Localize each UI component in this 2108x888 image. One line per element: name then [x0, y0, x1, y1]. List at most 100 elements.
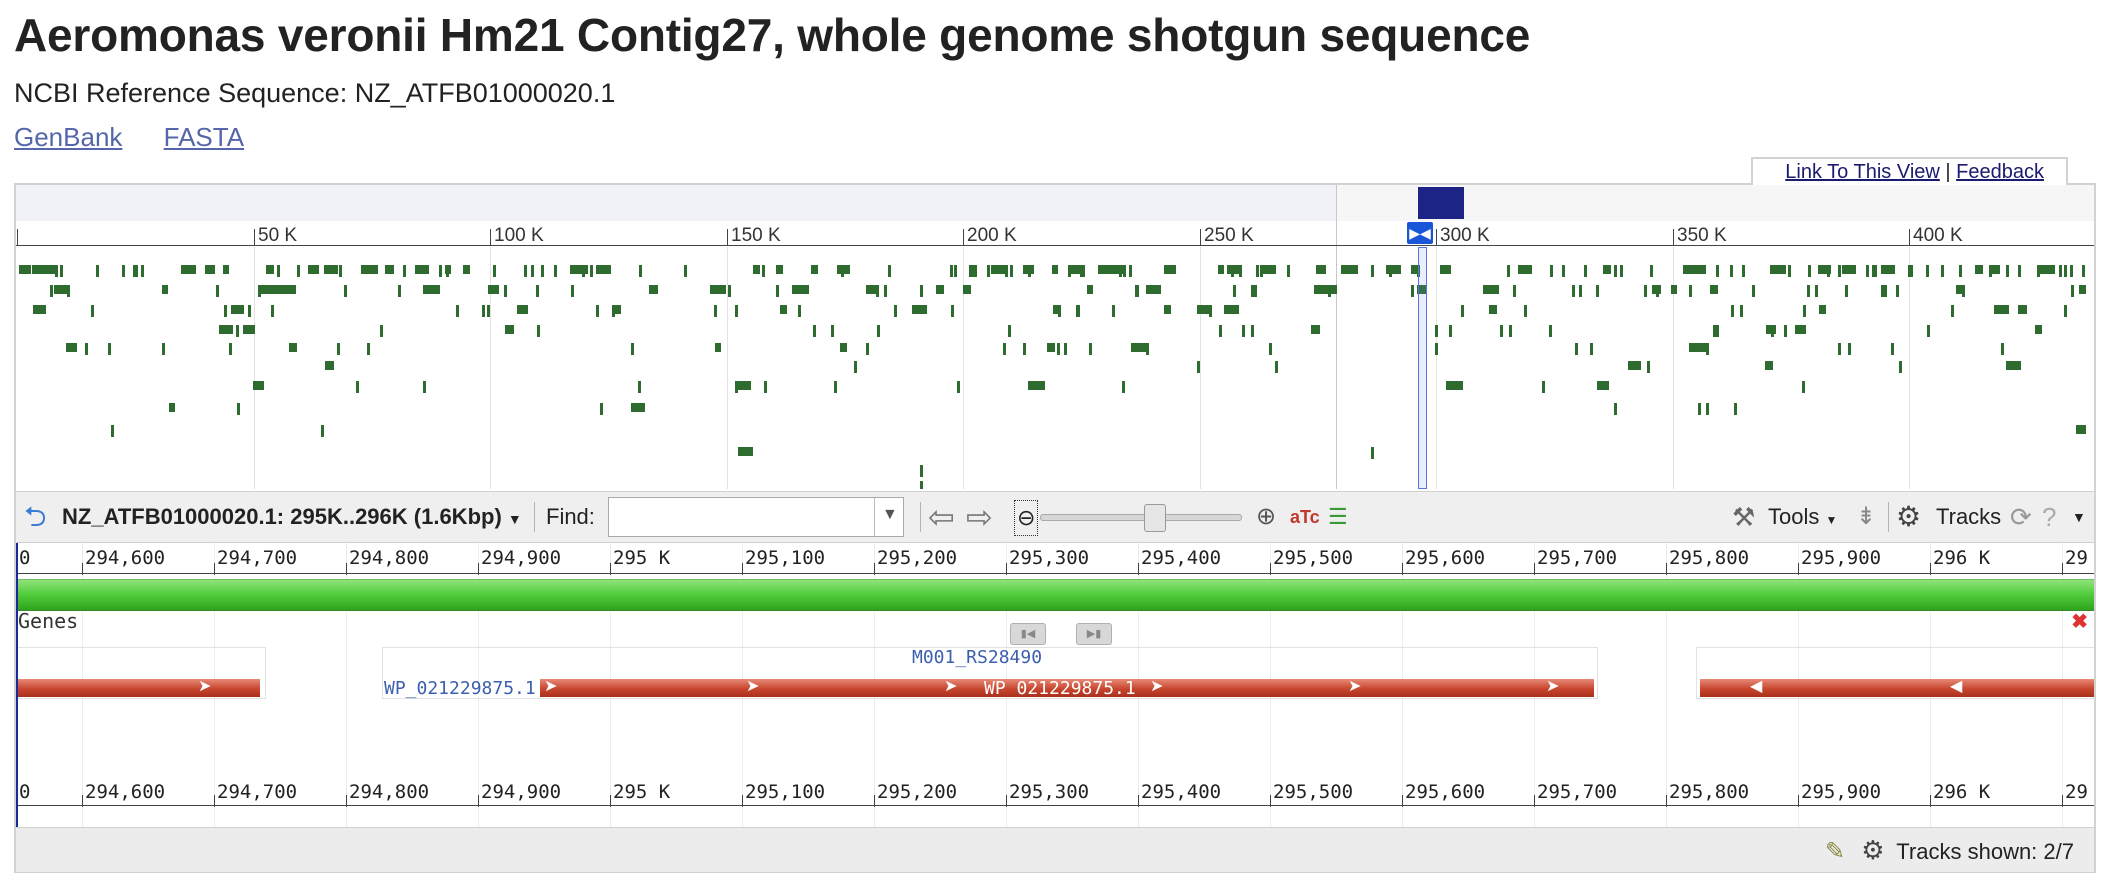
fasta-link[interactable]: FASTA — [163, 122, 245, 152]
link-separator: | — [1945, 161, 1951, 183]
detail-tick — [874, 795, 875, 807]
back-arrow-icon[interactable]: ⮌ — [24, 501, 47, 532]
gene-feature[interactable]: ◀ ◀ — [1700, 678, 2094, 697]
next-feature-button[interactable]: ▶▮ — [1076, 623, 1112, 645]
tracks-button[interactable]: Tracks — [1936, 504, 2002, 529]
close-icon[interactable]: ✖ — [2071, 611, 2088, 633]
overview-position-marker[interactable] — [1418, 187, 1464, 219]
detail-tick — [1798, 795, 1799, 807]
overview-gene-mark — [236, 325, 239, 337]
overview-gene-mark — [1224, 305, 1239, 314]
overview-gene-mark — [1620, 265, 1623, 277]
toolbar-divider — [920, 502, 921, 532]
overview-panel[interactable]: 50 K 100 K 150 K 200 K 250 K 300 K 350 K… — [16, 185, 2094, 489]
overview-gene-mark — [1549, 325, 1552, 337]
tools-wrench-icon[interactable]: ⚒ — [1732, 502, 1756, 532]
overview-tick — [1436, 229, 1437, 246]
prev-feature-button[interactable]: ▮◀ — [1010, 623, 1046, 645]
overview-gene-mark — [398, 285, 401, 297]
feedback-link[interactable]: Feedback — [1956, 161, 2044, 183]
zoom-in-icon[interactable]: ⊕ — [1256, 503, 1277, 530]
gene-feature[interactable]: ➤ ➤ ➤ ➤ ➤ ➤ — [540, 678, 1594, 697]
overview-gene-mark — [2037, 265, 2040, 277]
protein-label[interactable]: WP_021229875.1 — [984, 678, 1136, 699]
detail-panel[interactable]: 0 0 294,600 294,600 294,700 294,700 294,800 294… — [16, 543, 2094, 827]
gear-icon[interactable]: ⚙ — [1861, 835, 1885, 865]
overview-gene-mark — [493, 265, 496, 277]
overview-gene-mark — [289, 343, 297, 352]
detail-tick-label: 295,900 — [1801, 547, 1882, 569]
overview-gene-mark — [1647, 361, 1650, 373]
overview-gene-mark — [19, 265, 31, 274]
overview-gene-mark — [2064, 305, 2067, 317]
location-dropdown[interactable]: NZ_ATFB01000020.1: 295K..296K (1.6Kbp) ▼ — [62, 492, 522, 542]
detail-tick — [1402, 563, 1403, 575]
refresh-icon[interactable]: ⟳ — [2010, 502, 2032, 532]
strand-arrow-icon: ◀ — [1950, 678, 1963, 695]
detail-tick-label: 294,600 — [85, 781, 166, 803]
detail-gridline — [1666, 543, 1667, 827]
overview-gene-mark — [1848, 343, 1851, 355]
overview-gene-mark — [753, 265, 760, 274]
find-dropdown-button[interactable]: ▼ — [874, 498, 903, 536]
gene-feature[interactable]: ➤ — [16, 678, 260, 697]
overview-tick — [963, 229, 964, 246]
overview-gene-mark — [1614, 265, 1617, 277]
overview-divider — [1336, 185, 1337, 489]
detail-tick-label: 296 K — [1933, 547, 1991, 569]
detail-tick-label: 295 K — [613, 781, 671, 803]
selection-handle-icon[interactable]: ▶◀ — [1407, 222, 1433, 244]
overview-gene-mark — [776, 265, 783, 274]
overview-gene-mark — [554, 265, 557, 277]
overview-gene-mark — [324, 265, 338, 274]
overview-selection-window[interactable] — [1418, 247, 1427, 489]
overview-gene-mark — [39, 265, 56, 274]
overview-gene-mark — [54, 285, 69, 294]
genbank-link[interactable]: GenBank — [14, 122, 123, 152]
overview-gene-mark — [111, 425, 114, 437]
find-input[interactable] — [608, 497, 904, 537]
overview-gene-mark — [1994, 305, 2009, 314]
sequence-bar[interactable] — [16, 579, 2094, 611]
help-icon[interactable]: ? — [2042, 502, 2057, 532]
overview-gene-mark — [55, 265, 58, 277]
zoom-slider-handle[interactable] — [1144, 504, 1166, 532]
strand-arrow-icon: ➤ — [1546, 678, 1560, 695]
overview-gene-mark — [1603, 265, 1611, 274]
detail-tick — [874, 563, 875, 575]
overview-gene-mark — [380, 325, 383, 337]
viewer-toolbar: ⮌ NZ_ATFB01000020.1: 295K..296K (1.6Kbp)… — [16, 491, 2094, 543]
overview-gene-mark — [1656, 285, 1659, 297]
alignment-view-icon[interactable]: ☰ — [1328, 504, 1348, 529]
overview-gene-mark — [710, 285, 726, 294]
zoom-out-icon[interactable]: ⊖ — [1014, 500, 1039, 536]
gear-icon[interactable]: ⚙ — [1896, 501, 1922, 532]
tools-menu[interactable]: Tools ▼ — [1768, 492, 1837, 542]
overview-gene-mark — [920, 465, 923, 477]
overview-tick — [17, 229, 18, 246]
overview-gene-mark — [1311, 325, 1320, 334]
detail-tick — [1666, 563, 1667, 575]
overview-gene-mark — [1908, 265, 1911, 277]
detail-tick — [1666, 795, 1667, 807]
zoom-slider[interactable] — [1040, 514, 1242, 521]
overview-gene-mark — [1788, 265, 1791, 277]
overview-gene-mark — [1052, 265, 1058, 274]
overview-gene-mark — [1341, 265, 1358, 274]
overview-gene-mark — [1068, 265, 1083, 274]
chevron-down-icon[interactable]: ▼ — [2072, 509, 2086, 525]
protein-label[interactable]: WP_021229875.1 — [384, 678, 536, 699]
overview-gene-mark — [415, 265, 429, 274]
edit-icon[interactable]: ✎ — [1825, 838, 1846, 865]
pan-left-icon[interactable]: ⇦ — [928, 499, 955, 535]
overview-gene-mark — [1818, 265, 1831, 274]
overview-gene-mark — [541, 265, 544, 277]
link-to-this-view[interactable]: Link To This View — [1785, 161, 1940, 183]
gene-name-label[interactable]: M001_RS28490 — [912, 647, 1043, 668]
find-label: Find: — [546, 504, 595, 529]
collapse-tracks-icon[interactable]: ⇟ — [1856, 503, 1877, 530]
overview-gene-mark — [639, 265, 642, 277]
overview-gene-mark — [884, 285, 887, 297]
pan-right-icon[interactable]: ⇨ — [966, 499, 993, 535]
sequence-view-icon[interactable]: aTc — [1290, 507, 1320, 527]
